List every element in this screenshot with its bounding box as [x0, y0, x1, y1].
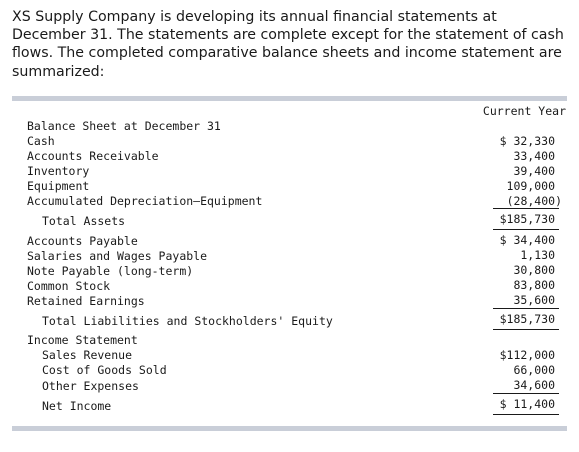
- subtotal-underline: [493, 393, 559, 394]
- row-label-salaries-wages-payable: Salaries and Wages Payable: [27, 249, 208, 263]
- intro-line: summarized:: [12, 63, 105, 80]
- row-label-cost-of-goods-sold: Cost of Goods Sold: [42, 363, 167, 377]
- row-value-net-income: $ 11,400: [499, 397, 555, 411]
- total-underline: [493, 329, 559, 330]
- row-value-cost-of-goods-sold: 66,000: [513, 363, 555, 377]
- row-value-note-payable: 30,800: [513, 263, 555, 277]
- row-value-salaries-wages-payable: 1,130: [520, 248, 555, 262]
- row-value-accounts-payable: $ 34,400: [499, 233, 555, 247]
- row-value-total-liabilities-equity: $185,730: [499, 312, 555, 326]
- row-label-sales-revenue: Sales Revenue: [42, 348, 133, 362]
- row-label-retained-earnings: Retained Earnings: [27, 294, 145, 308]
- row-label-note-payable: Note Payable (long-term): [27, 264, 194, 278]
- row-label-other-expenses: Other Expenses: [42, 379, 139, 393]
- row-label-total-liabilities-equity: Total Liabilities and Stockholders' Equi…: [42, 314, 333, 328]
- total-underline: [493, 229, 559, 230]
- row-value-accounts-receivable: 33,400: [513, 149, 555, 163]
- row-value-cash: $ 32,330: [499, 134, 555, 148]
- row-label-net-income: Net Income: [42, 399, 112, 413]
- row-label-total-assets: Total Assets: [42, 214, 126, 228]
- row-label-accounts-payable: Accounts Payable: [27, 234, 138, 248]
- row-value-common-stock: 83,800: [513, 278, 555, 292]
- intro-line: flows. The completed comparative balance…: [12, 45, 562, 62]
- row-value-inventory: 39,400: [513, 164, 555, 178]
- income-statement-title: Income Statement: [27, 333, 138, 347]
- table-top-rule: [12, 96, 567, 101]
- row-label-cash: Cash: [27, 134, 55, 148]
- row-label-accumulated-depreciation: Accumulated Depreciation—Equipment: [27, 194, 263, 208]
- intro-line: XS Supply Company is developing its annu…: [12, 9, 497, 25]
- row-value-sales-revenue: $112,000: [499, 348, 555, 362]
- total-underline: [493, 414, 559, 415]
- balance-sheet-title: Balance Sheet at December 31: [27, 119, 221, 133]
- row-label-inventory: Inventory: [27, 164, 90, 178]
- row-label-accounts-receivable: Accounts Receivable: [27, 149, 159, 163]
- problem-statement: XS Supply Company is developing its annu…: [12, 8, 567, 81]
- row-value-accumulated-depreciation: (28,400): [506, 194, 562, 208]
- subtotal-underline: [493, 308, 559, 309]
- row-value-total-assets: $185,730: [499, 212, 555, 226]
- subtotal-underline: [493, 208, 559, 209]
- row-value-equipment: 109,000: [506, 179, 555, 193]
- intro-line: December 31. The statements are complete…: [12, 27, 564, 44]
- row-label-equipment: Equipment: [27, 179, 90, 193]
- table-bottom-rule: [12, 426, 567, 431]
- row-label-common-stock: Common Stock: [27, 279, 111, 293]
- row-value-other-expenses: 34,600: [513, 378, 555, 392]
- column-header-current-year: Current Year: [482, 104, 566, 118]
- row-value-retained-earnings: 35,600: [513, 293, 555, 307]
